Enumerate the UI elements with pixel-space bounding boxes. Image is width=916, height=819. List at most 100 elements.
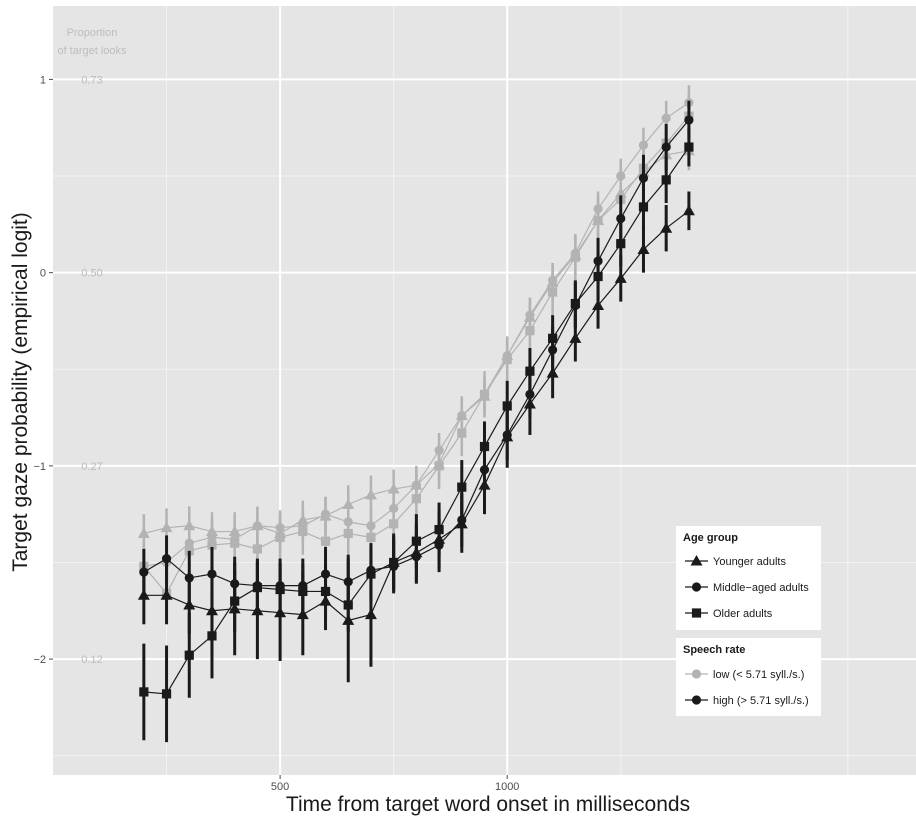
data-point — [638, 202, 649, 212]
data-point — [411, 536, 421, 546]
data-point — [364, 608, 377, 620]
proportion-tick-label: 0.27 — [81, 461, 102, 473]
legend-key-low — [691, 669, 702, 679]
series-layer — [137, 85, 695, 743]
data-point — [364, 488, 377, 500]
data-point — [366, 569, 376, 579]
data-point — [387, 483, 400, 494]
x-axis: 500 1000 — [271, 775, 519, 793]
data-point — [366, 532, 376, 542]
data-point — [457, 515, 467, 525]
legend-key-high — [691, 695, 702, 705]
legend-age-title: Age group — [683, 532, 738, 544]
data-point — [139, 567, 149, 577]
data-point — [637, 243, 650, 254]
data-point — [161, 689, 172, 699]
legend-key-young — [690, 555, 703, 566]
legend-speech-rate: Speech rate low (< 5.71 syll./s.) high (>… — [676, 638, 821, 716]
data-point — [411, 494, 421, 504]
data-point — [502, 401, 512, 411]
x-tick-label: 500 — [271, 781, 289, 793]
data-point — [183, 519, 196, 531]
data-point — [207, 569, 217, 579]
legend-age-group: Age group Younger adults Middle−aged adul… — [676, 526, 821, 630]
data-point — [638, 140, 649, 150]
data-point — [389, 519, 399, 529]
data-point — [184, 650, 194, 660]
data-point — [434, 461, 444, 471]
x-tick-label: 1000 — [495, 781, 519, 793]
data-point — [570, 298, 580, 309]
data-point — [593, 271, 603, 282]
data-point — [161, 553, 172, 564]
legend-label-old: Older adults — [713, 608, 773, 620]
y-tick-label: 1 — [40, 74, 46, 86]
y-axis-title: Target gaze probability (empirical logit… — [9, 212, 32, 572]
proportion-tick-label: 0.12 — [81, 654, 102, 666]
legend-key-middle — [691, 582, 702, 592]
data-point — [230, 538, 240, 548]
data-point — [139, 687, 149, 697]
data-point — [137, 527, 150, 538]
data-point — [502, 430, 512, 440]
y-axis: 1 0.73 0 0.50 −1 0.27 −2 0.12 — [33, 74, 102, 666]
data-point — [342, 498, 355, 509]
data-point — [684, 115, 694, 125]
data-point — [569, 332, 582, 343]
data-point — [548, 287, 558, 297]
x-axis-title: Time from target word onset in milliseco… — [286, 793, 690, 816]
legend-label-high: high (> 5.71 syll./s.) — [713, 695, 809, 707]
data-point — [479, 389, 490, 399]
data-point — [616, 213, 626, 224]
data-point — [502, 354, 512, 365]
data-point — [525, 366, 535, 376]
minor-gridlines — [53, 6, 916, 775]
series-old-high — [139, 127, 694, 743]
data-point — [252, 544, 262, 554]
data-point — [661, 175, 671, 185]
legend-label-young: Younger adults — [713, 556, 786, 568]
data-point — [661, 142, 671, 152]
data-point — [457, 428, 467, 438]
legend-key-old — [691, 608, 702, 618]
data-point — [592, 299, 605, 310]
data-point — [252, 582, 262, 593]
data-point — [660, 222, 673, 233]
data-point — [548, 333, 558, 343]
data-point — [230, 596, 240, 606]
legend-label-low: low (< 5.71 syll./s.) — [713, 669, 804, 681]
data-point — [343, 528, 353, 539]
data-point — [275, 584, 285, 595]
data-point — [682, 204, 695, 216]
data-point — [160, 521, 173, 533]
proportion-tick-label: 0.73 — [81, 74, 102, 86]
data-point — [434, 525, 444, 535]
proportion-tick-label: 0.50 — [81, 268, 102, 280]
data-point — [298, 526, 308, 537]
y-tick-label: −2 — [33, 654, 46, 666]
data-point — [570, 252, 580, 262]
data-point — [275, 532, 285, 542]
data-point — [389, 557, 399, 568]
data-point — [457, 482, 467, 492]
legend-rate-title: Speech rate — [683, 644, 745, 656]
data-point — [207, 540, 217, 550]
proportion-axis-title-line1: Proportion — [67, 27, 118, 39]
data-point — [638, 173, 649, 183]
data-point — [661, 113, 671, 123]
legend-rate-box — [676, 638, 821, 716]
data-point — [184, 573, 194, 583]
data-point — [320, 509, 331, 519]
data-point — [207, 631, 217, 641]
data-point — [614, 272, 627, 283]
y-tick-label: 0 — [40, 268, 46, 280]
data-point — [343, 600, 353, 610]
data-point — [479, 441, 490, 452]
data-point — [593, 215, 603, 226]
proportion-axis-title-line2: of target looks — [57, 45, 127, 57]
legend-label-middle: Middle−aged adults — [713, 582, 809, 594]
y-tick-label: −1 — [33, 461, 46, 473]
data-point — [684, 142, 694, 152]
data-point — [320, 536, 331, 546]
